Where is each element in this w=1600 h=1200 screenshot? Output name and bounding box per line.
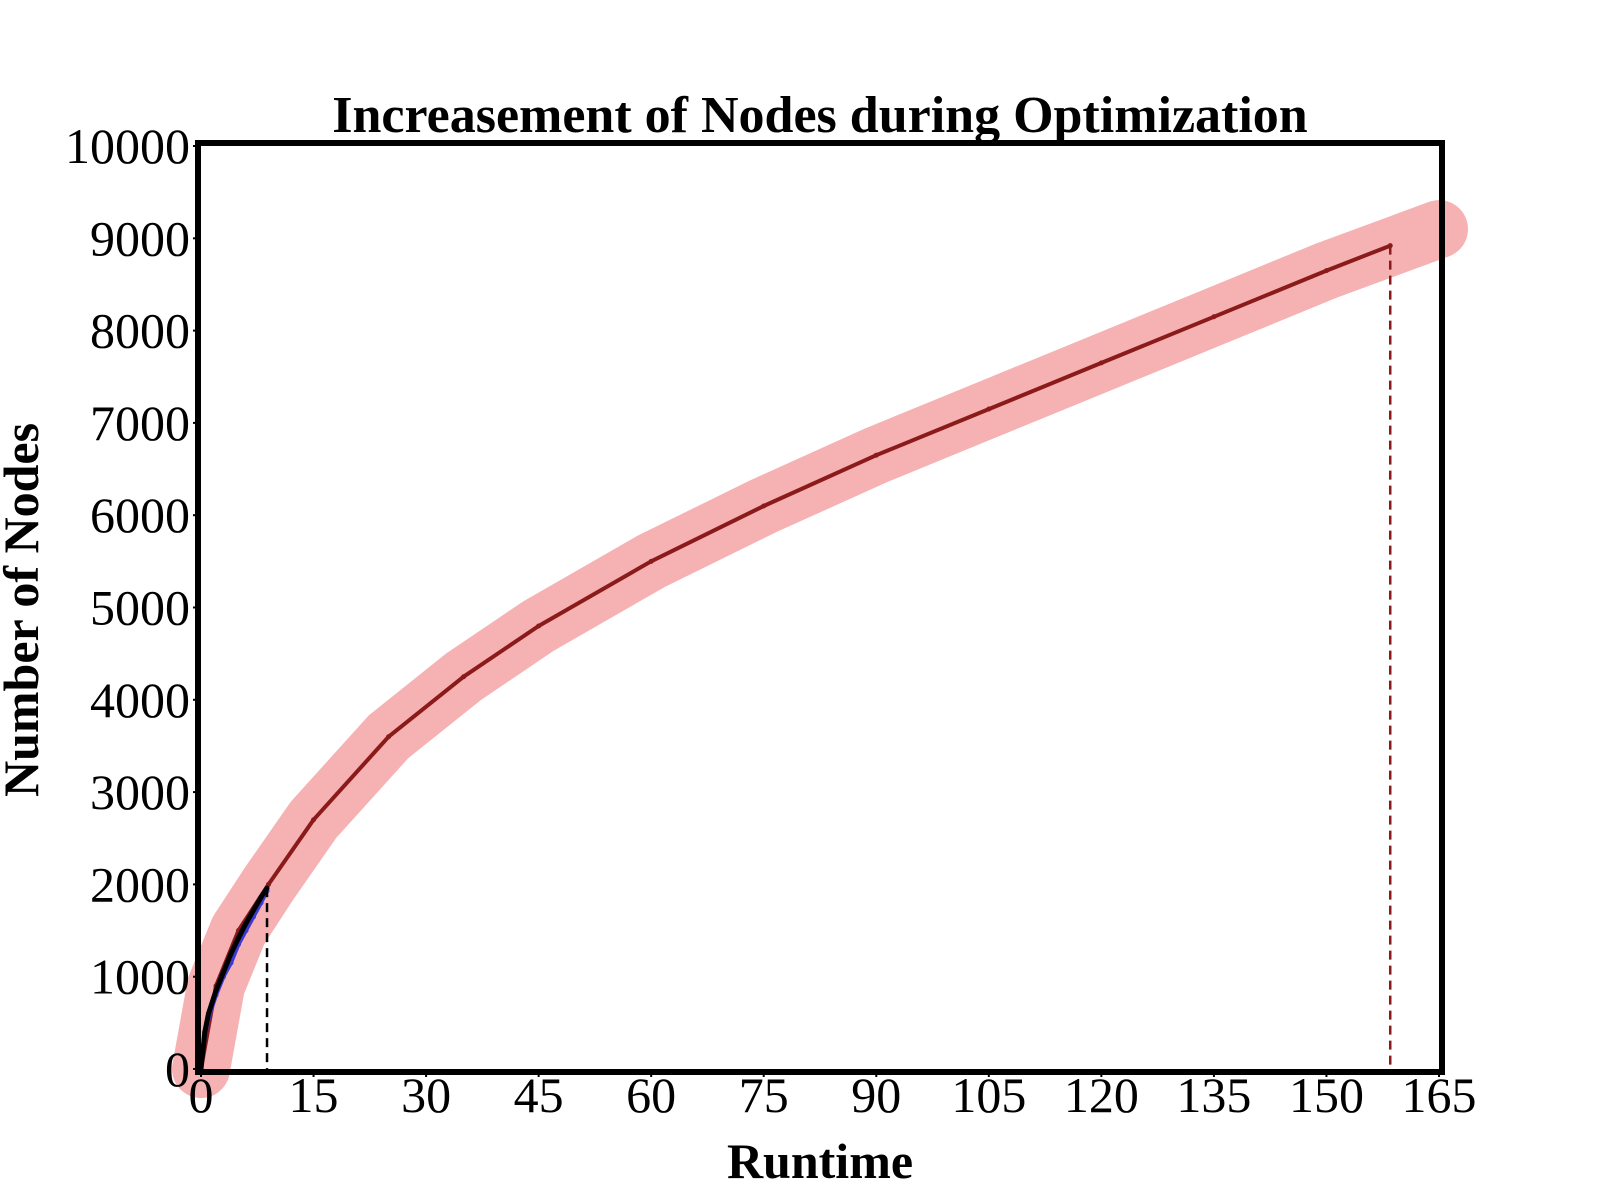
chart-title: Increasement of Nodes during Optimizatio… [332, 87, 1308, 144]
y-tick-label-5: 5000 [90, 580, 190, 636]
y-tick-label-4: 4000 [90, 672, 190, 728]
x-tick-label-7: 105 [951, 1067, 1026, 1123]
series-1-point-12 [1098, 360, 1104, 366]
x-tick-label-11: 165 [1402, 1067, 1477, 1123]
x-tick-label-3: 45 [514, 1067, 564, 1123]
series-layer [198, 243, 1393, 1072]
series-1-point-8 [648, 558, 654, 564]
series-1-point-5 [386, 734, 392, 740]
confidence-band-layer [172, 200, 1468, 1098]
x-tick-label-5: 75 [739, 1067, 789, 1123]
series-3-point-1 [202, 1029, 208, 1035]
y-tick-label-9: 9000 [90, 210, 190, 266]
series-band-0 [172, 200, 1468, 1098]
x-tick-label-6: 90 [851, 1067, 901, 1123]
series-3-point-8 [251, 907, 257, 913]
series-1-point-11 [986, 406, 992, 412]
series-1-point-4 [311, 817, 317, 823]
series-1-point-9 [761, 503, 767, 509]
y-tick-label-1: 1000 [90, 949, 190, 1005]
series-1-point-10 [873, 452, 879, 458]
drop-lines-layer [265, 245, 1392, 1069]
x-tick-label-8: 120 [1064, 1067, 1139, 1123]
y-tick-label-2: 2000 [90, 856, 190, 912]
y-tick-label-0: 0 [165, 1041, 190, 1097]
y-ticks: 0 1000 2000 3000 4000 5000 6000 7000 8000 9000 100… [65, 118, 201, 1097]
series-3-point-3 [213, 988, 219, 994]
y-tick-label-7: 7000 [90, 395, 190, 451]
x-ticks: 0 15 30 45 60 75 90 105 120 135 150 165 [189, 1067, 1477, 1123]
x-tick-label-9: 135 [1176, 1067, 1251, 1123]
y-axis-label: Number of Nodes [0, 423, 49, 797]
x-tick-label-4: 60 [626, 1067, 676, 1123]
y-tick-label-3: 3000 [90, 764, 190, 820]
y-tick-label-10: 10000 [65, 118, 190, 174]
x-axis-label: Runtime [727, 1133, 913, 1189]
x-tick-label-2: 30 [401, 1067, 451, 1123]
y-tick-label-6: 6000 [90, 487, 190, 543]
series-3-point-5 [228, 951, 234, 957]
series-3-point-6 [236, 935, 242, 941]
series-1-point-7 [536, 623, 542, 629]
series-1-point-14 [1323, 268, 1329, 274]
x-tick-label-10: 150 [1289, 1067, 1364, 1123]
x-tick-label-1: 15 [289, 1067, 339, 1123]
series-3-point-7 [243, 920, 249, 926]
x-tick-label-0: 0 [189, 1067, 214, 1123]
series-1-point-13 [1211, 314, 1217, 320]
series-line-1 [199, 243, 1391, 1070]
series-3-point-4 [221, 969, 227, 975]
series-3-point-9 [258, 894, 264, 900]
series-3-point-2 [206, 1011, 212, 1017]
y-tick-label-8: 8000 [90, 303, 190, 359]
series-1-point-6 [461, 674, 467, 680]
